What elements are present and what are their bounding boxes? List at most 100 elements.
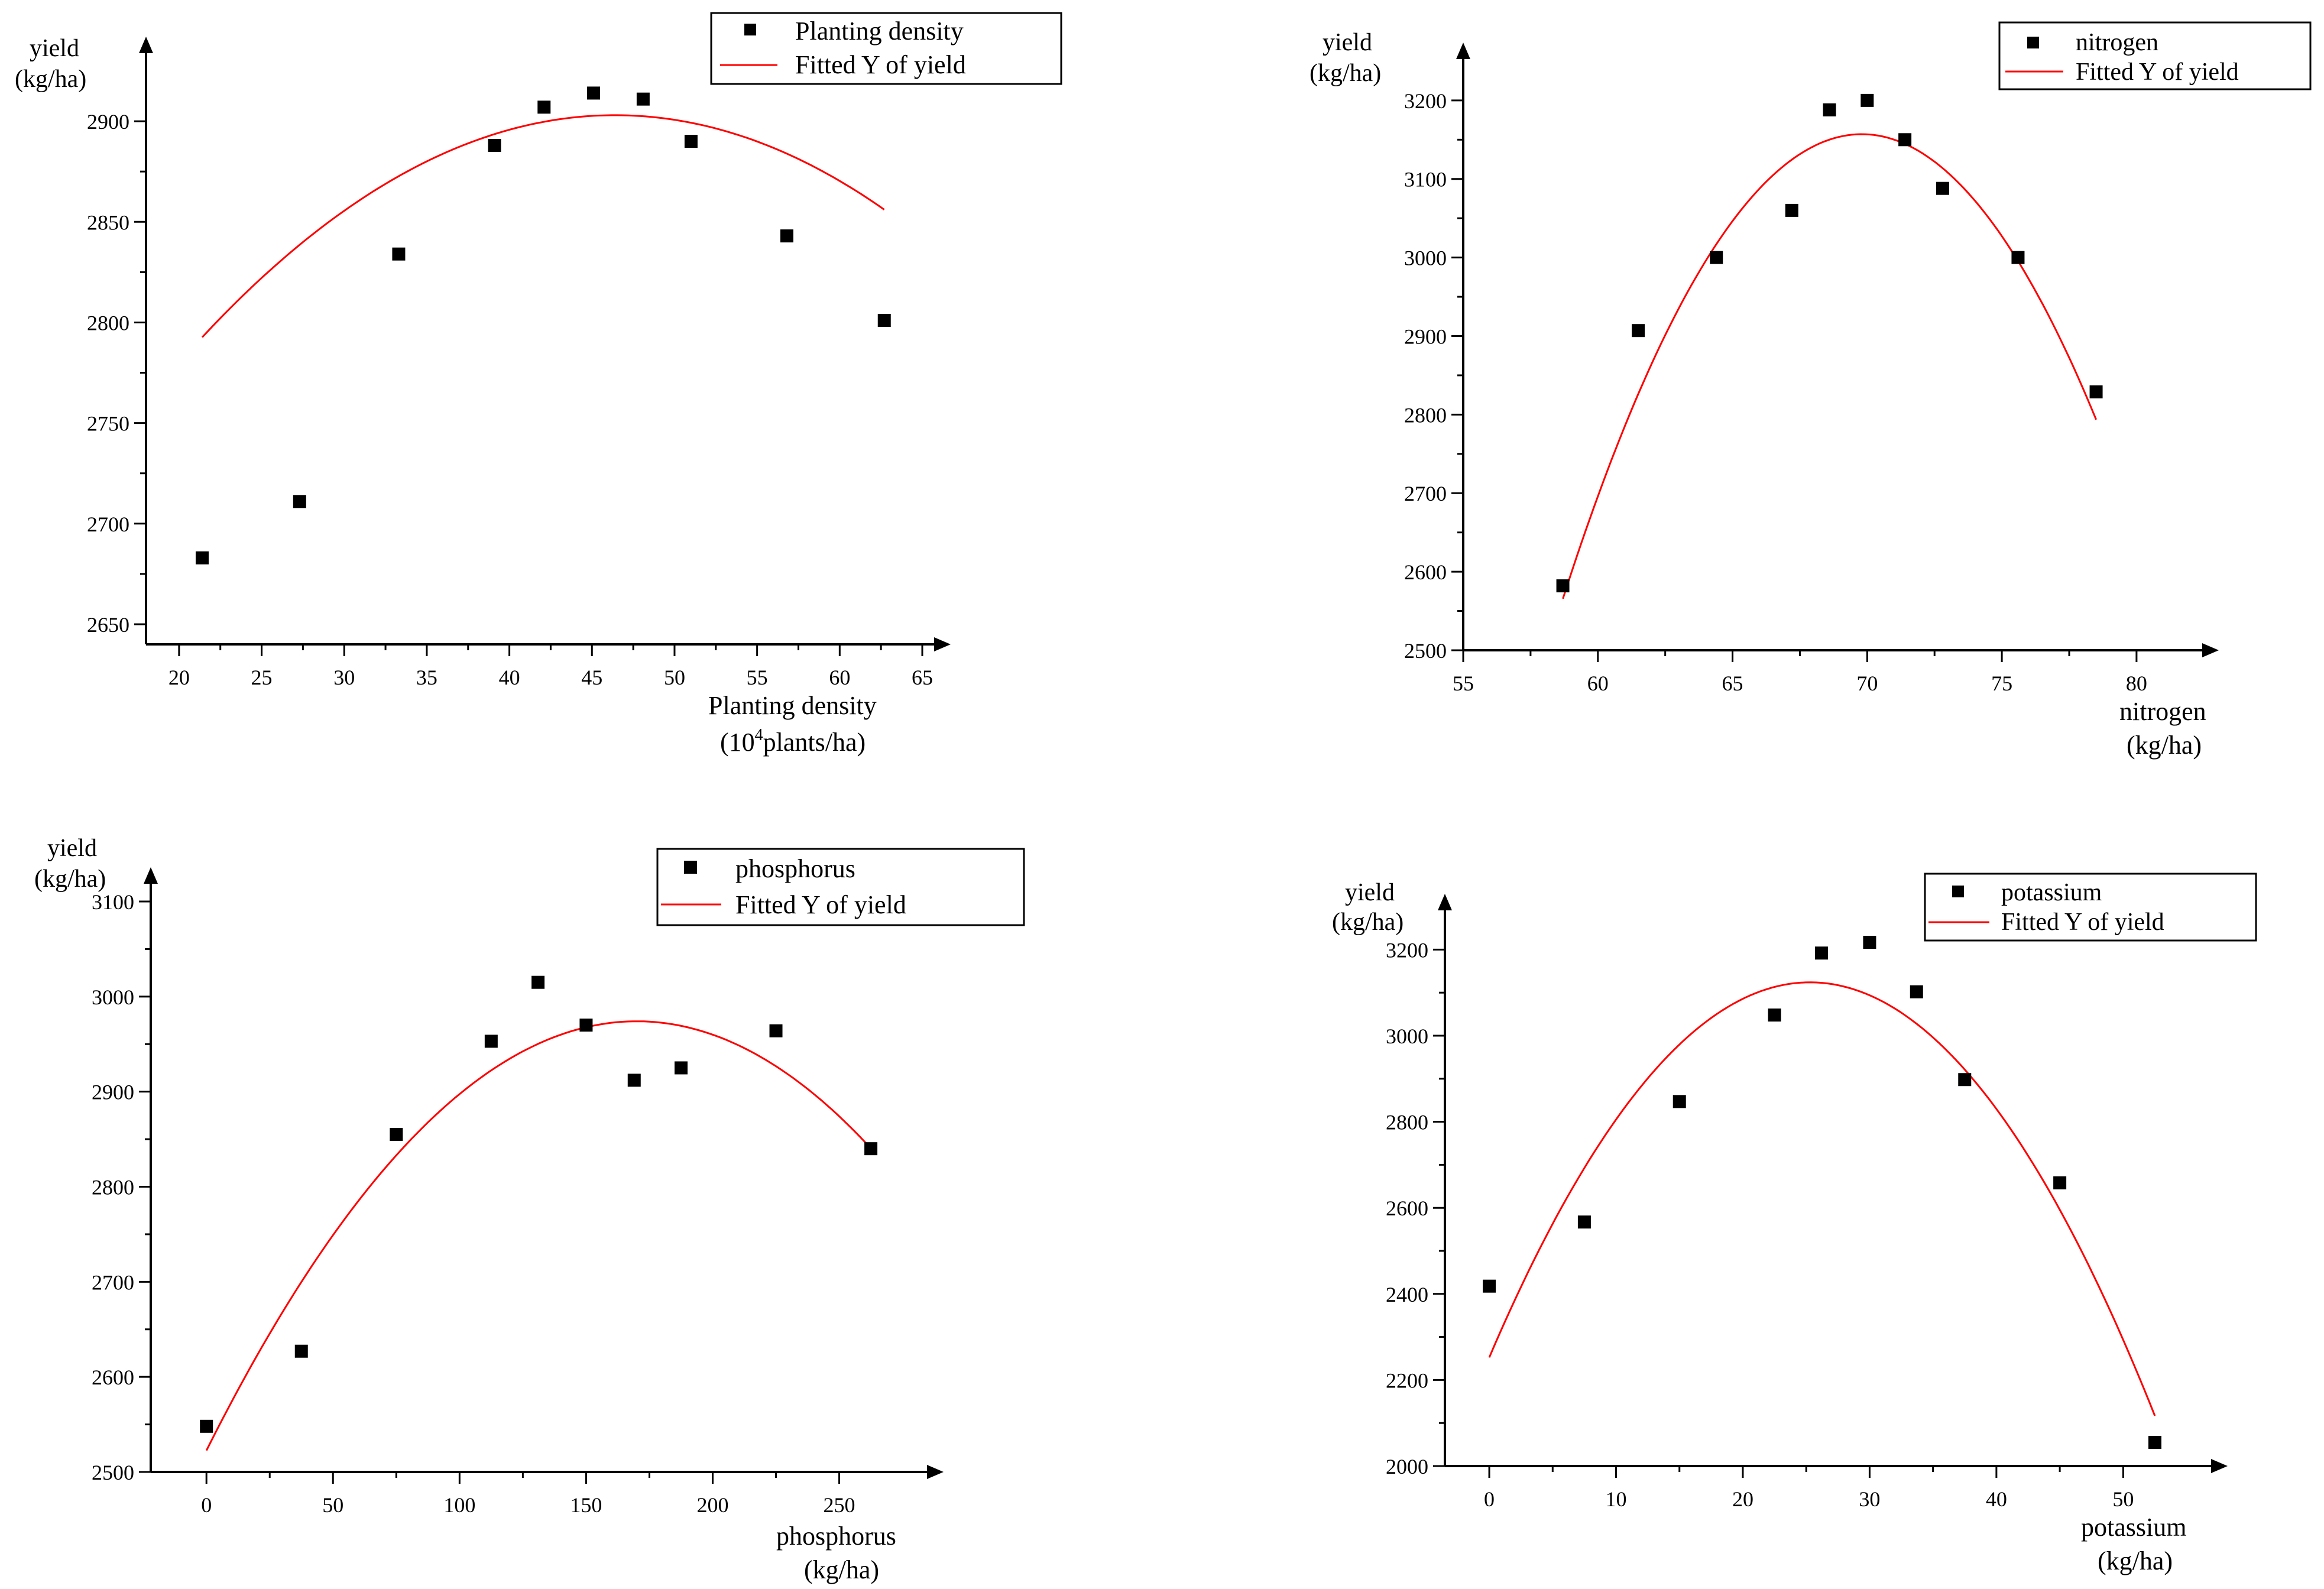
x-axis-arrow xyxy=(934,637,951,651)
ticks-density: 20 25 30 35 40 45 50 55 60 65 2650 2700 2750 2800 2850… xyxy=(87,110,933,689)
data-point xyxy=(1910,985,1923,998)
legend-fit-label: Fitted Y of yield xyxy=(2076,59,2239,86)
legend-fit-label: Fitted Y of yield xyxy=(2001,909,2164,936)
legend-box xyxy=(1924,873,2257,942)
x-tick-label: 200 xyxy=(696,1493,728,1517)
x-tick-label: 60 xyxy=(829,666,850,689)
data-point xyxy=(2148,1435,2161,1449)
x-label-line1: Planting density xyxy=(708,691,877,720)
data-point xyxy=(200,1419,213,1433)
y-tick-label: 2600 xyxy=(1386,1196,1428,1220)
data-point xyxy=(1863,936,1876,949)
y-axis-arrow xyxy=(1456,43,1470,59)
fit-curve xyxy=(201,114,885,338)
data-point xyxy=(1632,324,1645,338)
y-tick-label: 2000 xyxy=(1386,1455,1428,1478)
legend-nitrogen: nitrogen Fitted Y of yield xyxy=(1998,21,2312,90)
chart-nitrogen: 55 60 65 70 75 80 2500 2600 2700 2800 2900 3000 3100… xyxy=(1310,21,2312,760)
y-label-line1: yield xyxy=(30,35,79,62)
data-point xyxy=(674,1061,688,1075)
points-nitrogen xyxy=(1556,93,2103,593)
y-tick-label: 2800 xyxy=(92,1176,134,1199)
x-tick-label: 75 xyxy=(1991,672,2012,695)
x-tick-label: 20 xyxy=(1732,1487,1753,1511)
y-label-line2: (kg/ha) xyxy=(1332,909,1404,936)
x-tick-label: 100 xyxy=(443,1493,475,1517)
fit-line-potassium xyxy=(1488,981,2156,1416)
x-tick-label: 20 xyxy=(168,666,190,689)
data-point xyxy=(2089,385,2103,398)
legend-fit-label: Fitted Y of yield xyxy=(795,50,966,79)
y-label-line2: (kg/ha) xyxy=(1310,60,1381,87)
data-point xyxy=(627,1074,641,1087)
data-point xyxy=(1768,1008,1781,1022)
data-point xyxy=(537,100,551,114)
x-label-line1: potassium xyxy=(2081,1513,2186,1542)
fit-curve xyxy=(205,1020,872,1451)
fit-curve xyxy=(1562,133,2097,599)
fit-line-nitrogen xyxy=(1562,133,2097,599)
data-point xyxy=(1898,133,1912,147)
chart-potassium: 0 10 20 30 40 502000220024002600280030003200 … xyxy=(1332,873,2257,1575)
legend-scatter-label: nitrogen xyxy=(2076,29,2158,56)
y-tick-label: 2850 xyxy=(87,210,129,234)
y-tick-label: 2600 xyxy=(1404,560,1447,584)
data-point xyxy=(1672,1095,1686,1108)
x-tick-label: 55 xyxy=(1453,672,1474,695)
ticks-potassium: 0 10 20 30 40 50 2000 2200 2400 2600 2800 3000 3200 xyxy=(1386,938,2134,1511)
y-label-line2: (kg/ha) xyxy=(15,66,86,93)
x-tick-label: 35 xyxy=(416,666,437,689)
fit-line-density xyxy=(201,114,885,338)
y-tick-label: 2600 xyxy=(92,1366,134,1389)
y-label-line1: yield xyxy=(1323,29,1372,56)
y-tick-label: 2500 xyxy=(1404,639,1447,663)
data-point xyxy=(1710,251,1723,264)
chart-planting-density: 20 25 30 35 40 45 50 55 60 65 2650 2700 2750 2800 2850… xyxy=(15,12,1062,757)
y-tick-label: 3000 xyxy=(92,985,134,1009)
x-tick-label: 25 xyxy=(251,666,273,689)
data-point xyxy=(579,1019,593,1032)
legend-marker-square xyxy=(744,24,756,35)
fit-line-phosphorus xyxy=(205,1020,872,1451)
x-axis-arrow xyxy=(927,1465,944,1479)
y-label-line2: (kg/ha) xyxy=(34,865,106,893)
y-tick-label: 2650 xyxy=(87,613,129,637)
data-point xyxy=(587,86,601,100)
y-tick-label: 2700 xyxy=(87,513,129,536)
axes-phosphorus xyxy=(144,867,944,1479)
legend-marker-square xyxy=(2027,37,2039,48)
x-tick-label: 0 xyxy=(201,1493,212,1517)
y-tick-label: 2900 xyxy=(87,110,129,134)
y-tick-label: 3100 xyxy=(1404,168,1447,192)
x-tick-label: 30 xyxy=(333,666,355,689)
data-point xyxy=(769,1024,783,1037)
y-tick-label: 3100 xyxy=(92,890,134,914)
data-point xyxy=(1483,1279,1496,1293)
data-point xyxy=(531,975,545,989)
y-tick-label: 3200 xyxy=(1404,89,1447,113)
axes-nitrogen xyxy=(1456,43,2219,657)
data-point xyxy=(484,1035,498,1048)
data-point xyxy=(488,138,501,152)
data-point xyxy=(293,495,306,508)
y-tick-label: 2900 xyxy=(92,1081,134,1104)
x-label-line1: nitrogen xyxy=(2119,697,2206,726)
ticks-phosphorus: 0 50 100 150 200 250 2500 2600 2700 2800 2900 3000 3… xyxy=(92,890,855,1517)
x-tick-label: 50 xyxy=(664,666,685,689)
data-point xyxy=(390,1128,403,1142)
x-tick-label: 150 xyxy=(570,1493,602,1517)
x-label-line1: phosphorus xyxy=(776,1522,896,1551)
y-tick-label: 2800 xyxy=(1386,1111,1428,1134)
data-point xyxy=(2011,251,2025,264)
x-tick-label: 65 xyxy=(1722,672,1743,695)
data-point xyxy=(392,247,406,261)
y-tick-label: 2400 xyxy=(1386,1283,1428,1306)
y-tick-label: 2800 xyxy=(87,311,129,335)
fit-curve xyxy=(1488,981,2156,1416)
y-tick-label: 2500 xyxy=(92,1461,134,1484)
x-tick-label: 70 xyxy=(1856,672,1878,695)
data-point xyxy=(1823,103,1836,116)
data-point xyxy=(1861,93,1874,107)
points-density xyxy=(195,86,891,565)
